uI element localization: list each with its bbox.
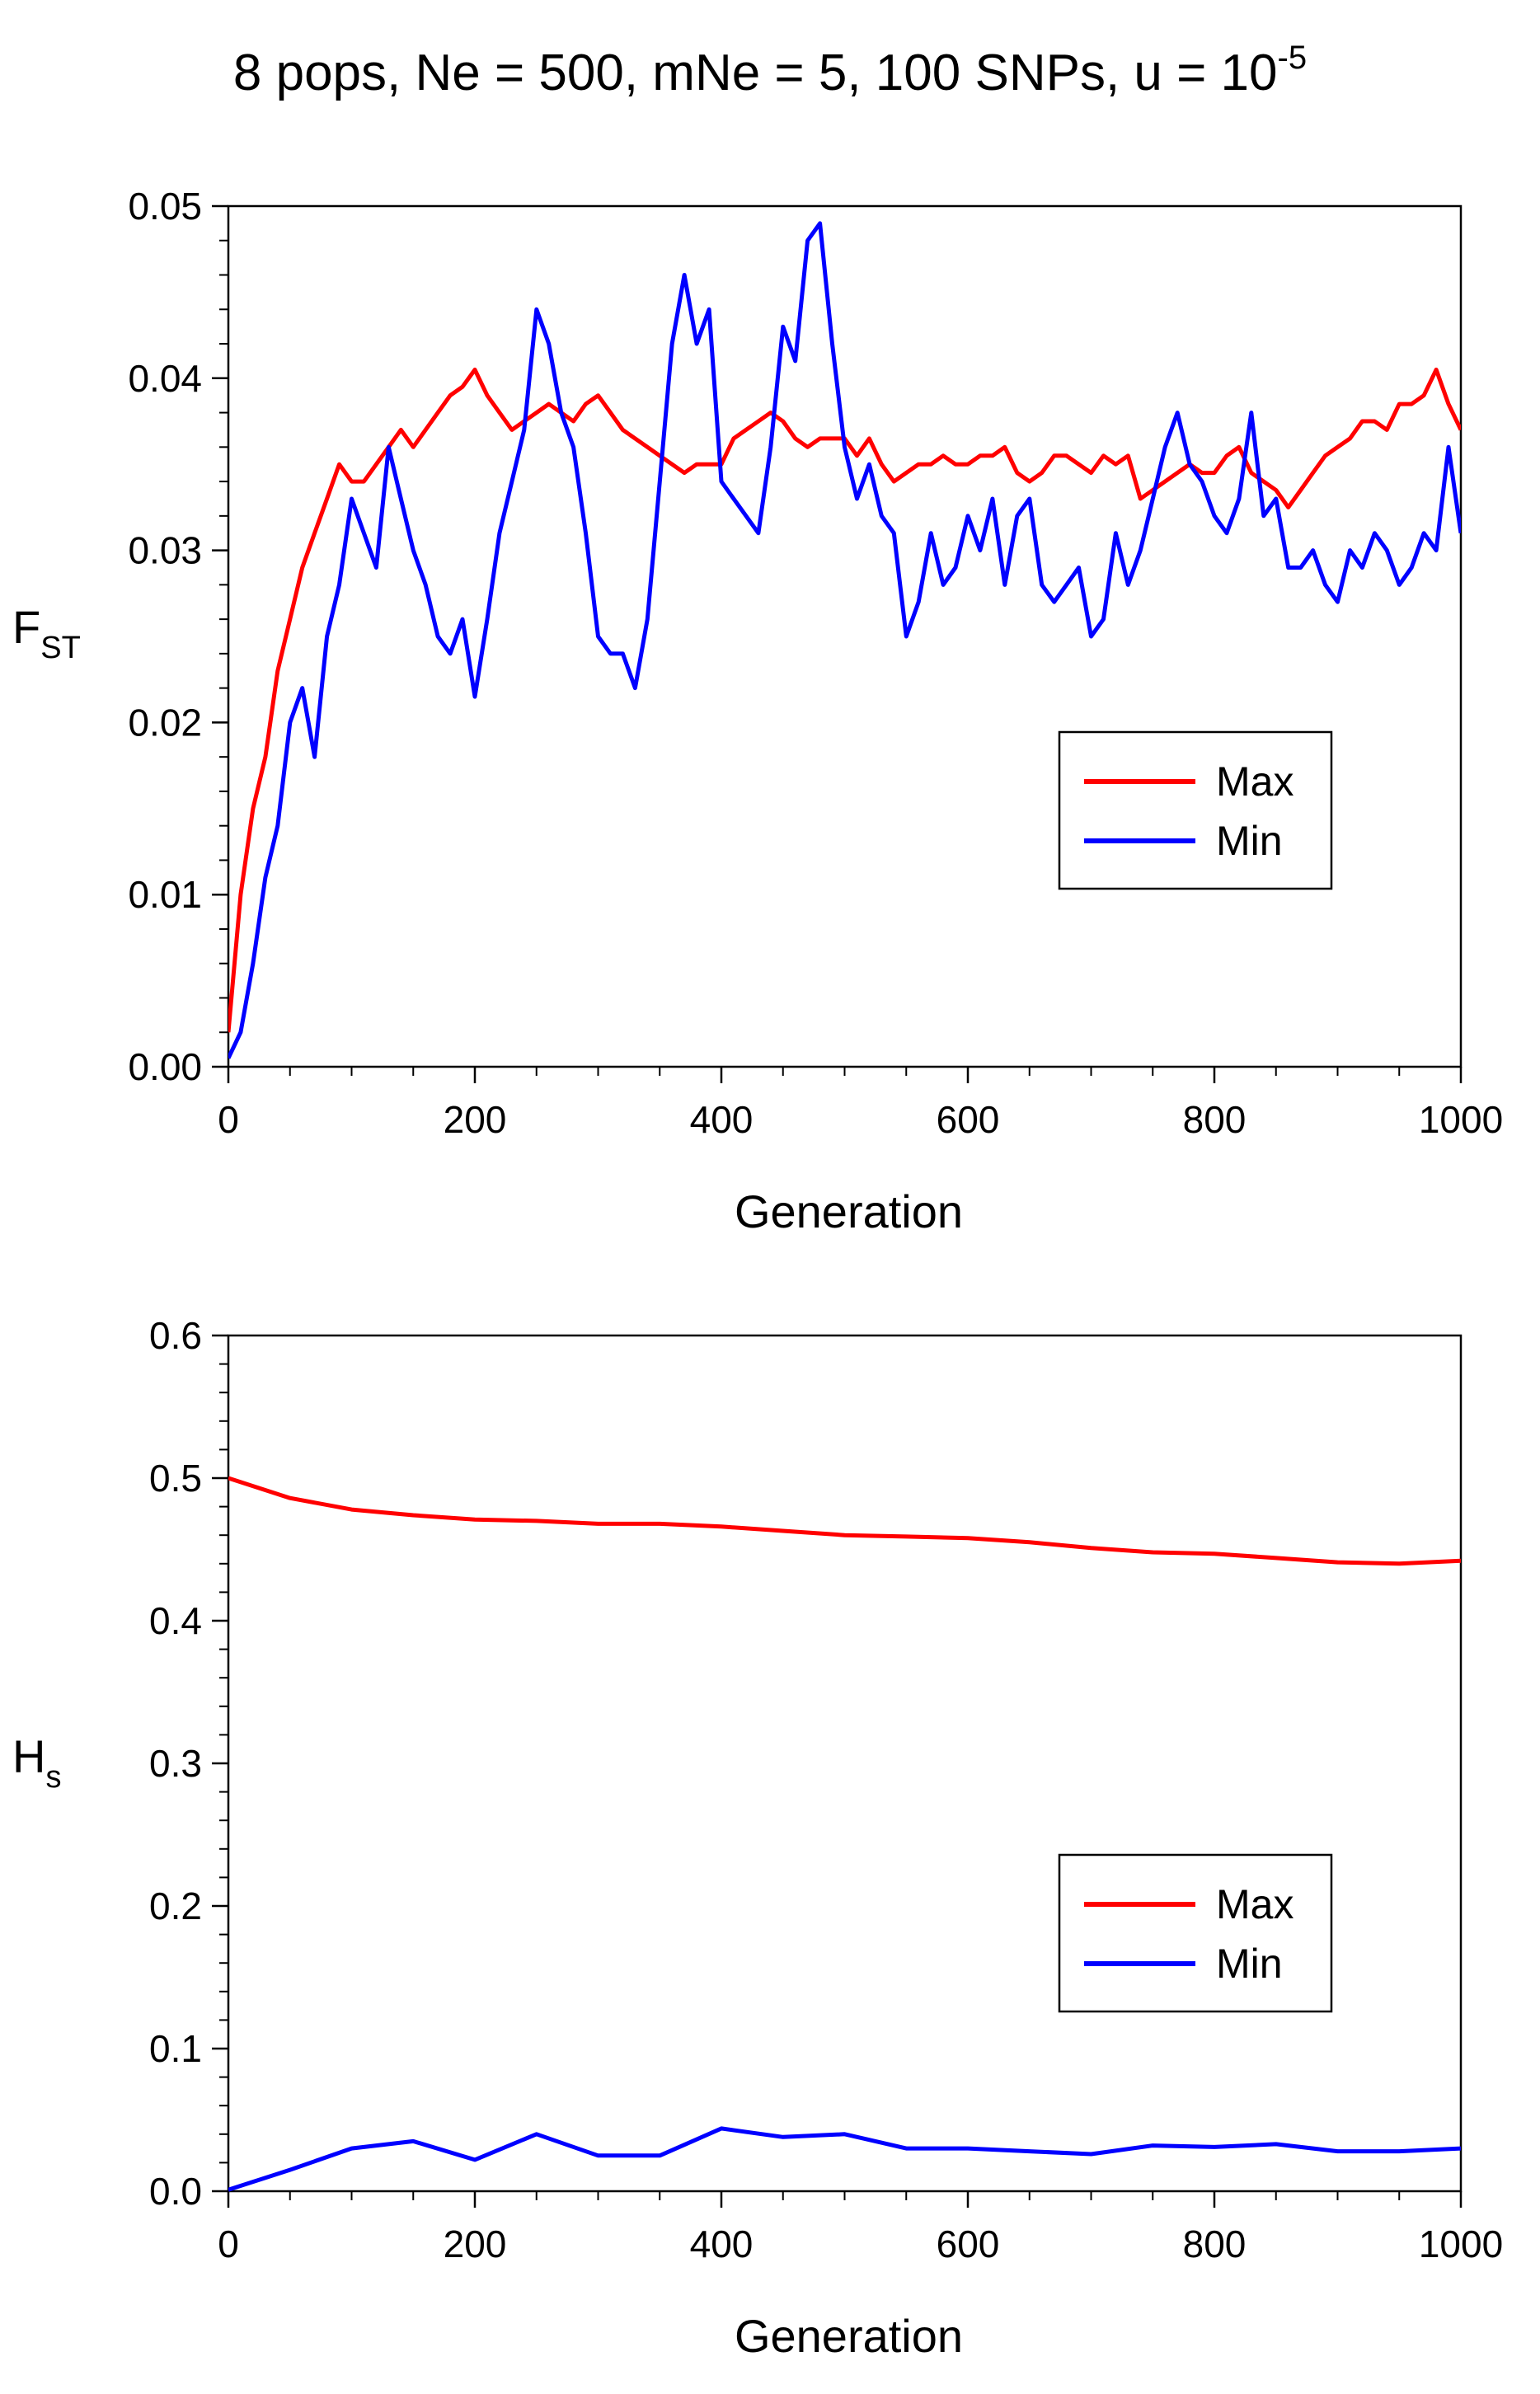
x-tick-label: 0 [218, 1098, 239, 1141]
y-axis-title-main: H [12, 1730, 45, 1782]
x-axis-title: Generation [735, 2310, 963, 2362]
chart-title-exponent: -5 [1277, 40, 1308, 76]
plot-frame [227, 204, 1463, 1068]
y-axis-title-subscript: ST [40, 631, 81, 665]
x-tick-label: 400 [690, 1098, 754, 1141]
y-tick-label: 0.1 [149, 2027, 202, 2070]
y-axis-title: Hs [12, 1730, 61, 1795]
series-line-max [228, 1476, 1461, 1566]
legend-label-max: Max [1216, 758, 1294, 805]
x-tick-label: 800 [1183, 1098, 1247, 1141]
y-tick-label: 0.5 [149, 1457, 202, 1500]
legend-label-min: Min [1216, 818, 1283, 864]
y-tick-label: 0.00 [128, 1045, 202, 1088]
x-tick-label: 800 [1183, 2223, 1247, 2265]
x-tick-label: 200 [444, 1098, 507, 1141]
legend-label-max: Max [1216, 1881, 1294, 1927]
x-tick-label: 1000 [1419, 1098, 1503, 1141]
legend-box [1058, 1853, 1333, 2013]
chart-1: 0 200 400 600 800 1000 0.00 0.01 0.02 0.03 0.04 0.0… [12, 185, 1503, 1237]
series-line-min [228, 2126, 1461, 2192]
series-line-min [228, 221, 1461, 1059]
chart-title-main: 8 pops, Ne = 500, mNe = 5, 100 SNPs, u =… [232, 45, 1278, 101]
x-tick-label: 600 [937, 2223, 1000, 2265]
y-axis-title-subscript: s [45, 1760, 61, 1795]
plot-frame [227, 1334, 1463, 2193]
y-tick-label: 0.05 [128, 185, 202, 228]
x-tick-label: 400 [690, 2223, 754, 2265]
y-axis-title: FST [12, 601, 81, 665]
legend-box [1058, 730, 1333, 890]
series-line-max [228, 367, 1461, 1033]
y-tick-label: 0.01 [128, 873, 202, 916]
y-tick-label: 0.0 [149, 2170, 202, 2213]
legend-label-min: Min [1216, 1941, 1283, 1987]
x-tick-label: 200 [444, 2223, 507, 2265]
y-tick-label: 0.2 [149, 1885, 202, 1927]
x-axis-title: Generation [735, 1185, 963, 1237]
y-tick-label: 0.6 [149, 1314, 202, 1357]
y-tick-label: 0.03 [128, 529, 202, 572]
y-tick-label: 0.04 [128, 357, 202, 400]
x-tick-label: 1000 [1419, 2223, 1503, 2265]
y-tick-label: 0.4 [149, 1599, 202, 1642]
chart-2: 0 200 400 600 800 1000 0.0 0.1 0.2 0.3 0.4 0.5 0.6 Ge… [12, 1314, 1503, 2362]
y-tick-label: 0.02 [128, 701, 202, 744]
y-axis-title-main: F [12, 601, 40, 653]
y-tick-label: 0.3 [149, 1742, 202, 1785]
x-tick-label: 0 [218, 2223, 239, 2265]
chart-title: 8 pops, Ne = 500, mNe = 5, 100 SNPs, u =… [0, 25, 1540, 106]
x-tick-label: 600 [937, 1098, 1000, 1141]
